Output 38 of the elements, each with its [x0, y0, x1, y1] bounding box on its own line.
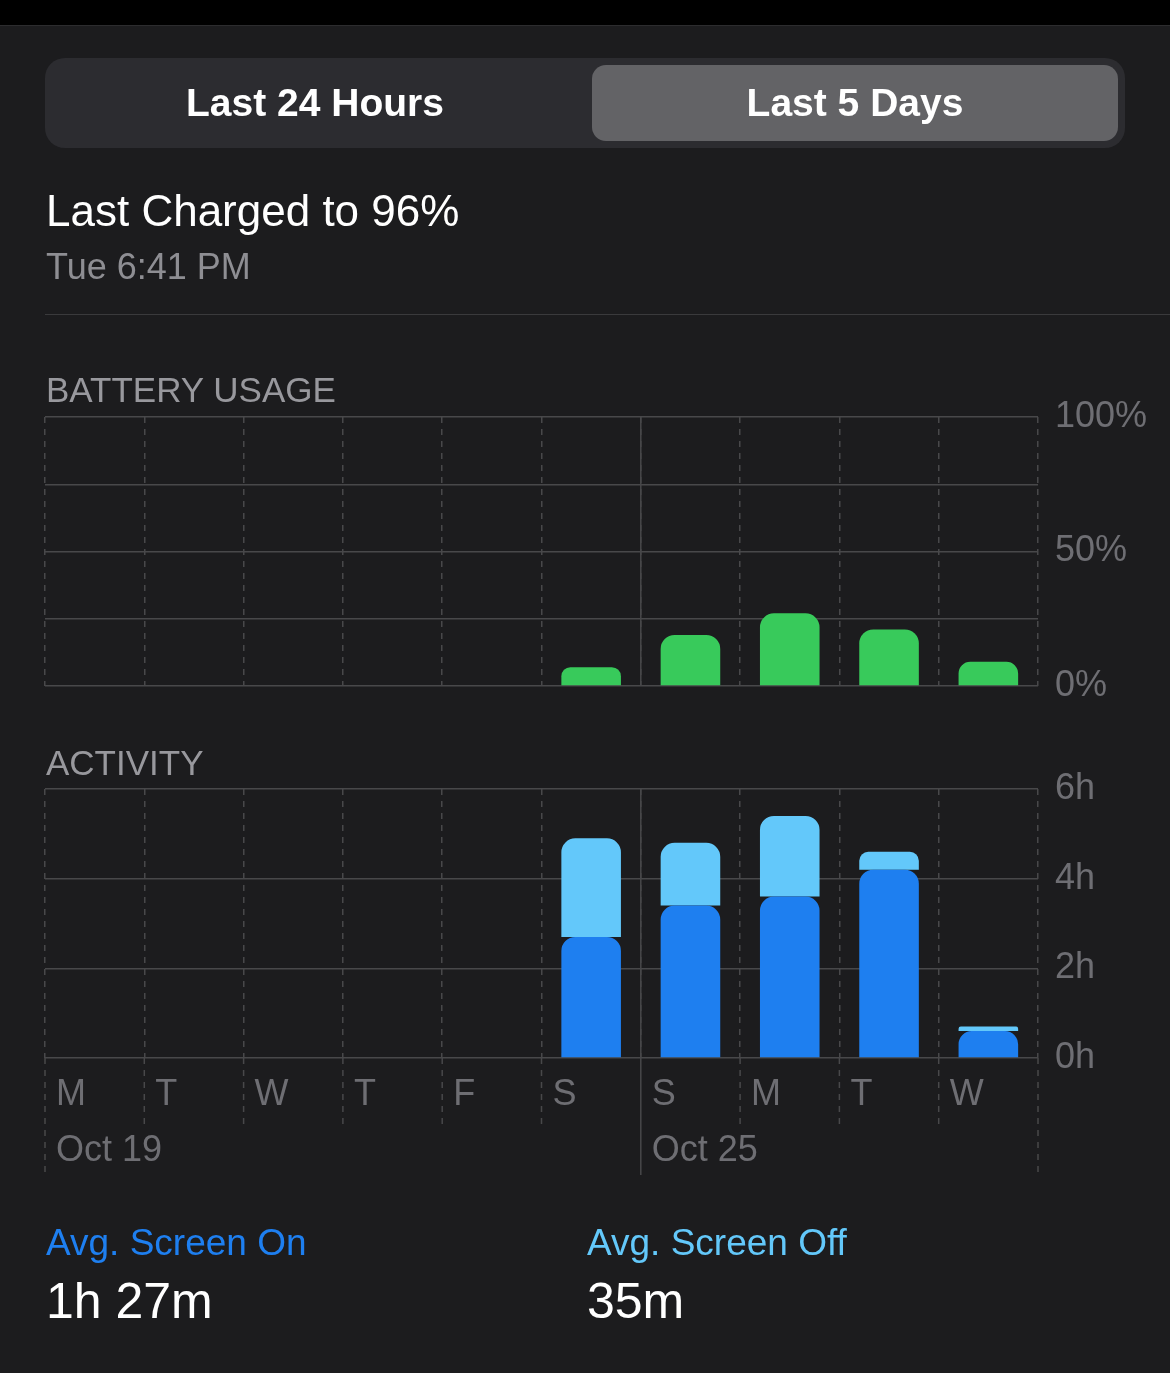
bar: [859, 851, 919, 870]
bar: [660, 905, 721, 1058]
bar: [759, 613, 820, 686]
text: Last 24 Hours: [186, 81, 444, 125]
bar: [660, 842, 721, 906]
x-tick-label: S: [552, 1072, 577, 1114]
y-tick-label: 4h: [1055, 855, 1096, 897]
bar: [561, 667, 621, 686]
chart-title: BATTERY USAGE: [46, 370, 336, 410]
x-tick-label: T: [353, 1072, 376, 1114]
bar: [660, 634, 721, 686]
bar: [958, 1031, 1019, 1058]
bar: [859, 869, 919, 1058]
y-tick-label: 0%: [1055, 662, 1108, 704]
y-tick-label: 50%: [1055, 528, 1128, 570]
y-tick-label: 0h: [1055, 1034, 1096, 1076]
text: Last Charged to 96%: [46, 186, 460, 236]
y-tick-label: 2h: [1055, 945, 1096, 987]
bar: [561, 936, 621, 1058]
bar: [859, 629, 919, 686]
text: 1h 27m: [46, 1273, 213, 1329]
x-tick-label: W: [949, 1072, 984, 1114]
bar: [561, 838, 621, 937]
text: 35m: [587, 1273, 685, 1329]
y-tick-label: 100%: [1055, 393, 1148, 435]
bar: [958, 661, 1019, 686]
bar: [759, 815, 820, 897]
x-tick-label: T: [155, 1072, 178, 1114]
bar: [759, 896, 820, 1058]
x-tick-label: W: [254, 1072, 289, 1114]
text: Avg. Screen On: [46, 1222, 307, 1263]
text: Avg. Screen Off: [587, 1222, 847, 1263]
x-tick-label: F: [453, 1072, 476, 1114]
chart-title: ACTIVITY: [46, 743, 204, 783]
x-tick-label: T: [850, 1072, 873, 1114]
y-tick-label: 6h: [1055, 765, 1096, 807]
text: Tue 6:41 PM: [46, 246, 251, 287]
text: Last 5 Days: [746, 81, 964, 125]
